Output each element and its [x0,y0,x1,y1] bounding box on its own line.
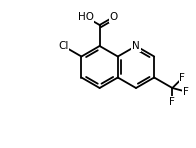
Text: F: F [179,73,185,83]
Text: F: F [183,87,189,97]
Text: N: N [132,41,140,51]
Text: O: O [109,12,118,22]
Text: Cl: Cl [58,41,68,51]
Text: HO: HO [78,12,94,22]
Text: F: F [169,97,175,107]
